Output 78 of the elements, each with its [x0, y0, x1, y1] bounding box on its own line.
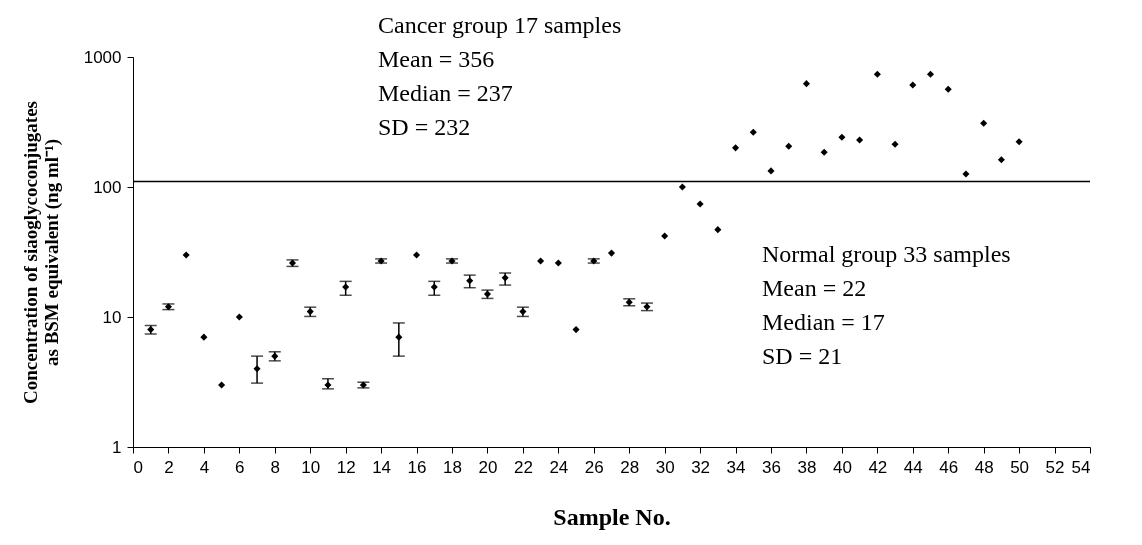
- point: [802, 80, 810, 88]
- y-axis-title: Concentration of siaoglycoconjugates as BSM equivalent (ng ml⁻¹): [19, 101, 63, 404]
- point: [714, 226, 722, 234]
- point: [537, 257, 545, 265]
- y-tick-label: 1000: [83, 47, 122, 67]
- x-tick-label: 48: [974, 457, 994, 477]
- x-tick-label: 26: [584, 457, 604, 477]
- y-tick-label: 1: [112, 437, 122, 457]
- text: Cancer group 17 samples: [378, 12, 622, 38]
- x-axis-title: Sample No.: [553, 503, 671, 530]
- annotation: SD = 21: [762, 343, 843, 369]
- point: [909, 81, 917, 89]
- x-tick-label: 32: [691, 457, 711, 477]
- point: [661, 232, 669, 240]
- point: [1015, 138, 1023, 146]
- x-tick-label: 28: [620, 457, 640, 477]
- x-tick-label: 34: [726, 457, 746, 477]
- x-tick-label: 52: [1045, 457, 1065, 477]
- point: [554, 259, 562, 267]
- x-tick-label: 2: [164, 457, 174, 477]
- point: [944, 85, 952, 93]
- point: [856, 136, 864, 144]
- x-tick-label: 42: [868, 457, 888, 477]
- point: [997, 156, 1005, 164]
- point: [678, 183, 686, 191]
- x-tick-label: 16: [407, 457, 427, 477]
- point: [820, 148, 828, 156]
- x-tick-label: 12: [336, 457, 356, 477]
- point: [696, 200, 704, 208]
- y-tick-label: 10: [102, 307, 122, 327]
- x-tick-label: 8: [270, 457, 281, 477]
- x-tick-label: 46: [939, 457, 959, 477]
- x-tick-label: 22: [513, 457, 533, 477]
- point: [767, 167, 775, 175]
- x-tick-label: 4: [199, 457, 210, 477]
- point: [607, 249, 616, 257]
- x-tick-label: 38: [797, 457, 817, 477]
- point: [732, 144, 740, 152]
- annotation: SD = 232: [378, 114, 471, 140]
- point: [182, 251, 190, 259]
- x-tick-label: 20: [478, 457, 498, 477]
- point: [572, 326, 580, 334]
- x-tick-label: 50: [1010, 457, 1030, 477]
- point: [413, 251, 421, 259]
- point: [962, 170, 970, 178]
- point: [253, 365, 261, 373]
- point: [838, 133, 846, 141]
- point: [218, 381, 226, 389]
- x-tick-label: 18: [443, 457, 462, 477]
- point: [980, 119, 988, 127]
- x-tick-label: 40: [832, 457, 852, 477]
- annotation: Median = 17: [762, 309, 885, 335]
- point: [466, 277, 474, 285]
- point: [873, 70, 881, 78]
- point: [430, 283, 438, 291]
- x-tick-label: 0: [133, 457, 143, 477]
- annotation: Normal group 33 samples: [762, 241, 1011, 267]
- point: [891, 140, 899, 148]
- x-tick-label: 24: [549, 457, 569, 477]
- x-tick-label: 54: [1071, 457, 1091, 477]
- x-tick-label: 36: [762, 457, 781, 477]
- point: [342, 283, 350, 291]
- point: [926, 70, 935, 78]
- point: [785, 142, 793, 150]
- point: [235, 313, 243, 321]
- x-tick-label: 10: [301, 457, 321, 477]
- x-tick-label: 14: [372, 457, 392, 477]
- point: [395, 333, 403, 341]
- annotation: Median = 237: [378, 80, 513, 106]
- point: [200, 333, 208, 341]
- x-tick-label: 44: [903, 457, 923, 477]
- point: [749, 128, 757, 136]
- x-tick-label: 30: [655, 457, 675, 477]
- annotation: Mean = 356: [378, 46, 495, 72]
- annotation: Mean = 22: [762, 275, 867, 301]
- y-tick-label: 100: [93, 177, 122, 197]
- point: [501, 274, 509, 282]
- x-tick-label: 6: [235, 457, 245, 477]
